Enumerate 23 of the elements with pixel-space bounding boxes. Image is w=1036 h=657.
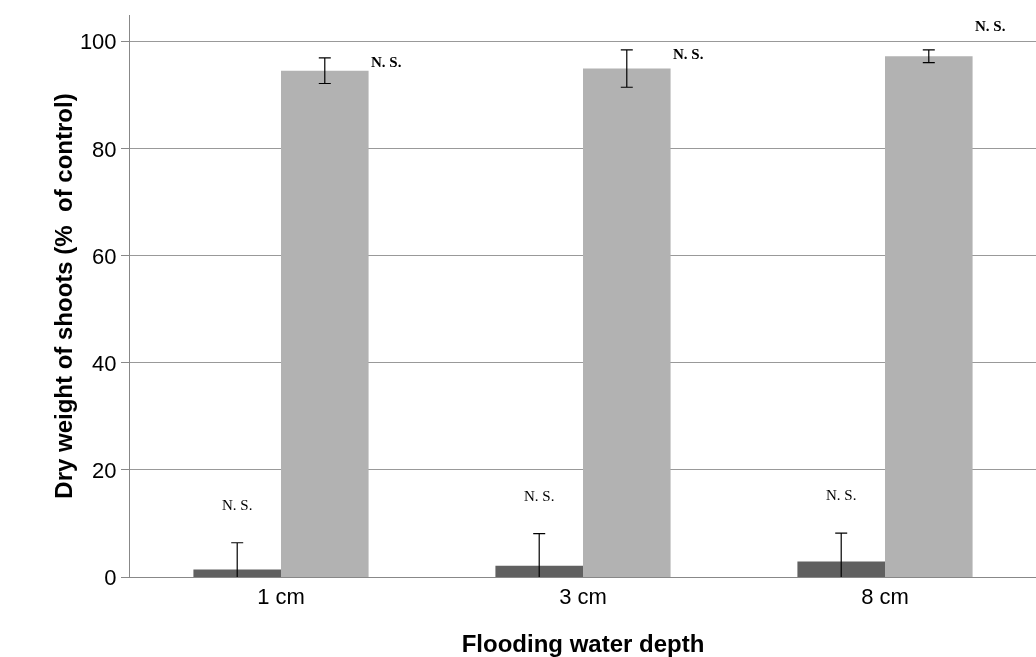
annotation: N. S. [222, 497, 253, 513]
y-tick-label: 20 [92, 457, 117, 483]
bar [583, 68, 671, 577]
y-tick-label: 0 [104, 564, 117, 590]
bar [281, 70, 369, 577]
bar [885, 56, 973, 577]
x-tick-label: 1 cm [257, 584, 305, 610]
annotation: N. S. [826, 487, 857, 503]
y-tick-label: 80 [92, 136, 117, 162]
bar [797, 561, 885, 577]
x-tick-label: 3 cm [559, 584, 607, 610]
annotation: N. S. [371, 54, 402, 70]
y-tick-label: 40 [92, 350, 117, 376]
annotation: N. S. [524, 488, 555, 504]
bar [495, 565, 583, 577]
bar [193, 569, 281, 577]
annotation: N. S. [975, 18, 1006, 34]
y-tick-label: 100 [79, 29, 117, 55]
y-tick-label: 60 [92, 243, 117, 269]
x-tick-label: 8 cm [861, 584, 909, 610]
y-axis-title: Dry weight of shoots (% of control) [50, 93, 77, 499]
annotation: N. S. [673, 46, 704, 62]
x-axis-title: Flooding water depth [461, 630, 705, 657]
